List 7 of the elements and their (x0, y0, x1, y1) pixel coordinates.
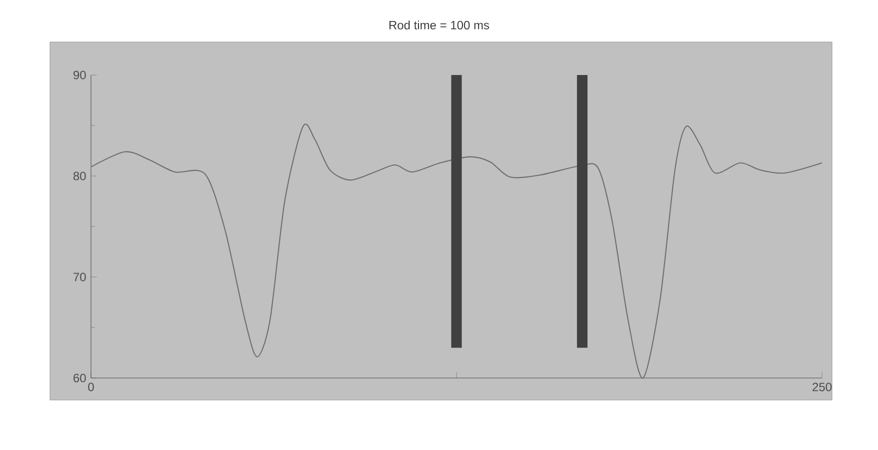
y-tick-label: 80 (73, 172, 86, 180)
x-tick-label: 0 (88, 382, 94, 392)
x-tick-label: 250 (812, 382, 832, 392)
y-tick-label: 70 (74, 272, 86, 282)
y-tick-label: 90 (74, 70, 86, 80)
chart-title: Rod time = 100 ms (389, 20, 490, 30)
y-tick-label: 60 (74, 374, 86, 382)
